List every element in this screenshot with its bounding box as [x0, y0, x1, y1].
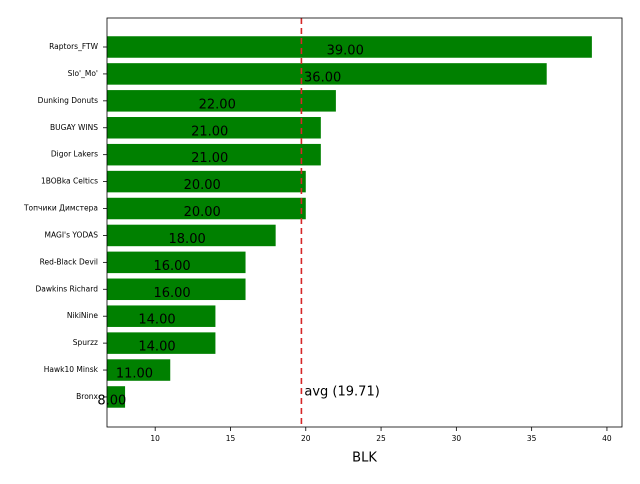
y-tick-label: Raptors_FTW — [49, 42, 98, 51]
y-tick-label: NikiNine — [67, 311, 99, 320]
y-tick-label: MAGI's YODAS — [45, 230, 99, 239]
y-tick-label: Dunking Donuts — [38, 96, 98, 105]
value-label: 14.00 — [138, 340, 175, 355]
y-tick-label: Spurzz — [73, 338, 98, 347]
bar — [107, 332, 216, 354]
bar — [107, 278, 246, 301]
x-tick-label: 15 — [226, 434, 236, 443]
x-tick-label: 40 — [602, 434, 612, 443]
value-label: 21.00 — [191, 124, 228, 139]
value-label: 18.00 — [169, 232, 206, 247]
x-tick-label: 10 — [150, 434, 160, 443]
y-tick-label: Bronx — [76, 392, 98, 401]
value-label: 8.00 — [97, 393, 126, 408]
average-label: avg (19.71) — [304, 385, 379, 400]
bar — [107, 170, 306, 193]
bar — [107, 117, 321, 139]
x-tick-label: 30 — [452, 434, 462, 443]
y-tick-label: Digor Lakers — [51, 150, 98, 159]
y-tick-label: BUGAY WINS — [50, 123, 98, 132]
value-label: 21.00 — [191, 151, 228, 166]
value-label: 11.00 — [116, 367, 153, 382]
bar — [107, 386, 126, 408]
bar — [107, 224, 276, 247]
bar — [107, 143, 321, 166]
x-tick-label: 25 — [376, 434, 386, 443]
bar — [107, 251, 246, 274]
plot-frame — [106, 17, 623, 428]
value-label: 20.00 — [184, 178, 221, 193]
y-tick-label: Slo'_Mo' — [68, 69, 98, 78]
value-label: 20.00 — [184, 205, 221, 220]
value-label: 16.00 — [153, 286, 190, 301]
value-label: 39.00 — [327, 44, 364, 59]
x-tick-label: 35 — [527, 434, 537, 443]
y-tick-label: Dawkins Richard — [36, 284, 99, 293]
x-axis-label: BLK — [352, 451, 377, 466]
value-label: 16.00 — [153, 259, 190, 274]
value-label: 22.00 — [199, 97, 236, 112]
bar — [107, 36, 592, 58]
bar — [107, 305, 216, 327]
y-tick-label: 1BOBka Celtics — [41, 177, 98, 186]
y-tick-label: Топчики Димстера — [23, 204, 98, 213]
y-tick-label: Red-Black Devil — [40, 257, 98, 266]
bar — [107, 63, 547, 85]
bar — [107, 359, 171, 381]
value-label: 14.00 — [138, 313, 175, 328]
bar — [107, 90, 336, 112]
x-tick-label: 20 — [301, 434, 311, 443]
y-tick-label: Hawk10 Minsk — [44, 365, 99, 374]
value-label: 36.00 — [304, 70, 341, 85]
bar — [107, 197, 306, 220]
